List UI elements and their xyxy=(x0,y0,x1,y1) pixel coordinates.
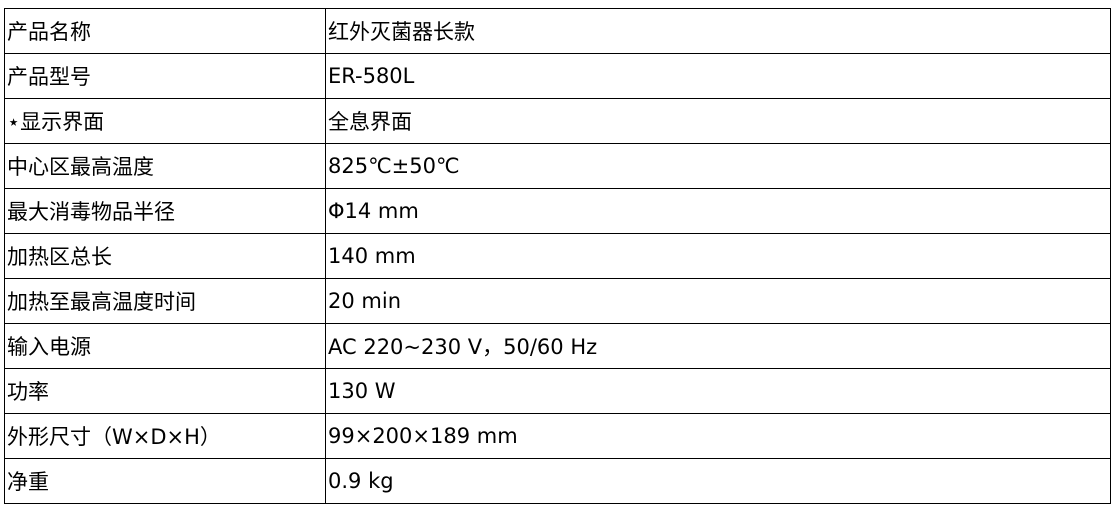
spec-label: 外形尺寸（W×D×H） xyxy=(4,413,326,459)
spec-value: 0.9 kg xyxy=(325,458,1111,504)
spec-label: 产品型号 xyxy=(4,53,326,99)
spec-value: 全息界面 xyxy=(325,98,1111,144)
table-row: 最大消毒物品半径 Φ14 mm xyxy=(4,188,1111,234)
spec-label: 产品名称 xyxy=(4,8,326,54)
spec-value: AC 220~230 V，50/60 Hz xyxy=(325,323,1111,369)
table-row: 加热区总长 140 mm xyxy=(4,233,1111,279)
table-row: ⋆显示界面 全息界面 xyxy=(4,98,1111,144)
spec-value: 20 min xyxy=(325,278,1111,324)
spec-value: 825℃±50℃ xyxy=(325,143,1111,189)
spec-label: 功率 xyxy=(4,368,326,414)
spec-label: 加热区总长 xyxy=(4,233,326,279)
table-row: 中心区最高温度 825℃±50℃ xyxy=(4,143,1111,189)
spec-value: 140 mm xyxy=(325,233,1111,279)
spec-value: 红外灭菌器长款 xyxy=(325,8,1111,54)
table-row: 加热至最高温度时间 20 min xyxy=(4,278,1111,324)
spec-label: ⋆显示界面 xyxy=(4,98,326,144)
table-row: 产品型号 ER-580L xyxy=(4,53,1111,99)
spec-label: 输入电源 xyxy=(4,323,326,369)
spec-value: 99×200×189 mm xyxy=(325,413,1111,459)
spec-label: 中心区最高温度 xyxy=(4,143,326,189)
spec-value: Φ14 mm xyxy=(325,188,1111,234)
table-row: 净重 0.9 kg xyxy=(4,458,1111,504)
spec-table: 产品名称 红外灭菌器长款 产品型号 ER-580L ⋆显示界面 全息界面 中心区最高温度 82… xyxy=(4,8,1111,504)
spec-label: 加热至最高温度时间 xyxy=(4,278,326,324)
table-row: 产品名称 红外灭菌器长款 xyxy=(4,8,1111,54)
spec-label: 最大消毒物品半径 xyxy=(4,188,326,234)
spec-label: 净重 xyxy=(4,458,326,504)
table-row: 输入电源 AC 220~230 V，50/60 Hz xyxy=(4,323,1111,369)
table-row: 功率 130 W xyxy=(4,368,1111,414)
table-row: 外形尺寸（W×D×H） 99×200×189 mm xyxy=(4,413,1111,459)
spec-value: ER-580L xyxy=(325,53,1111,99)
spec-value: 130 W xyxy=(325,368,1111,414)
